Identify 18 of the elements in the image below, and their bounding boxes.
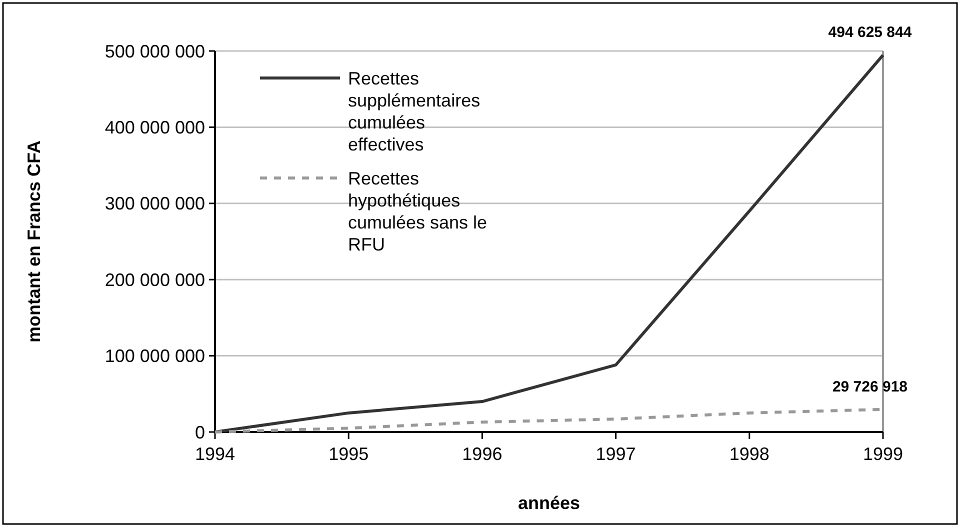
y-tick-label: 0 [194,422,205,442]
y-axis-title: montant en Francs CFA [24,140,44,343]
x-tick-label: 1995 [328,444,369,464]
y-tick-label: 300 000 000 [104,194,205,214]
y-tick-label: 100 000 000 [104,346,205,366]
y-tick-label: 500 000 000 [104,41,205,62]
x-tick-label: 1997 [596,444,636,464]
x-tick-label: 1994 [194,444,236,464]
data-label: 29 726 918 [832,378,908,396]
y-tick-label: 200 000 000 [104,270,205,290]
x-axis-title: années [518,493,580,513]
x-tick-label: 1996 [462,444,502,464]
x-tick-label: 1999 [862,444,904,464]
x-tick-label: 1998 [729,444,770,464]
data-label: 494 625 844 [828,24,912,42]
legend-label: Recettes supplémentaires cumulées effectives [348,68,480,154]
y-tick-label: 400 000 000 [104,118,205,138]
legend-label: Recettes hypothétiques cumulées sans le RFU [348,168,488,254]
